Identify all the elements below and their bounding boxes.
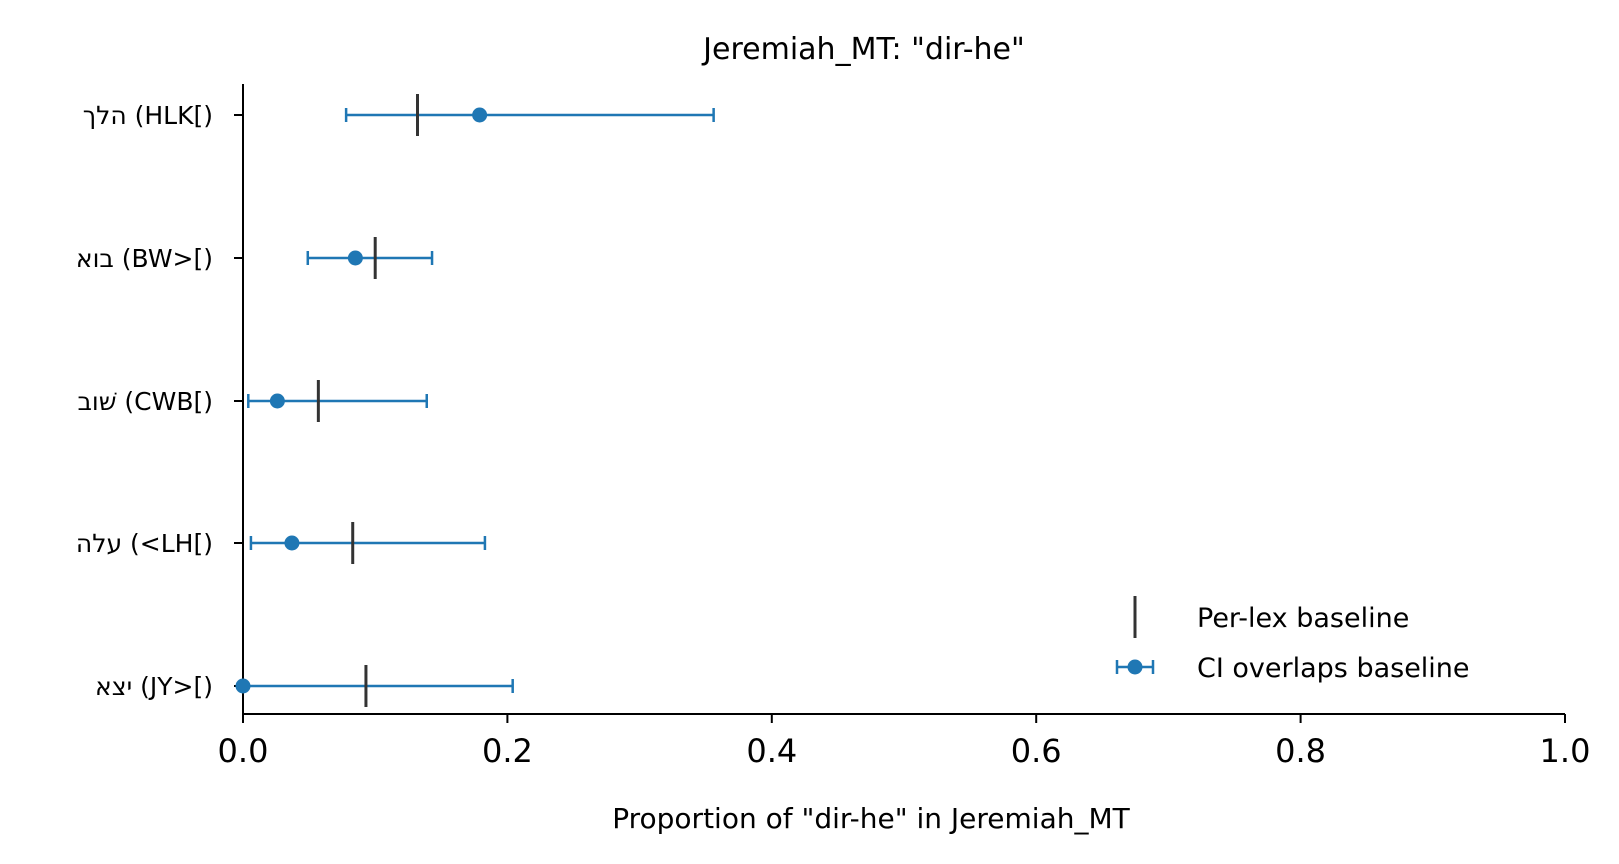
x-tick-label: 0.6 bbox=[1011, 732, 1062, 770]
x-tick-label: 0.4 bbox=[746, 732, 797, 770]
y-tick-label: ‪הלך (HLK[)‬ bbox=[83, 101, 213, 130]
legend-baseline-label: Per-lex baseline bbox=[1197, 603, 1409, 634]
x-axis-label: Proportion of "dir-he" in Jeremiah_MT bbox=[612, 802, 1130, 835]
x-tick-label: 0.8 bbox=[1275, 732, 1326, 770]
legend-ci-point bbox=[1127, 659, 1143, 675]
estimate-point bbox=[235, 678, 251, 694]
chart-title: Jeremiah_MT: "dir-he" bbox=[701, 32, 1025, 67]
estimate-point bbox=[269, 393, 285, 409]
y-tick-label: ‪יצא (JY>[)‬ bbox=[95, 672, 213, 701]
legend: Per-lex baseline CI overlaps baseline bbox=[1115, 596, 1470, 684]
estimate-point bbox=[472, 107, 488, 123]
y-tick-label: ‪עלה (<LH[)‬ bbox=[76, 529, 213, 558]
x-tick-label: 0.2 bbox=[482, 732, 533, 770]
y-tick-label: ‪בוא (BW>[)‬ bbox=[76, 244, 213, 273]
plot-area bbox=[235, 94, 715, 707]
estimate-point bbox=[347, 250, 363, 266]
x-tick-label: 1.0 bbox=[1540, 732, 1591, 770]
estimate-point bbox=[284, 535, 300, 551]
y-tick-label: ‪שׁוב (CWB[)‬ bbox=[77, 387, 213, 416]
x-tick-label: 0.0 bbox=[218, 732, 269, 770]
axes bbox=[242, 84, 1565, 715]
legend-ci-label: CI overlaps baseline bbox=[1197, 653, 1470, 684]
tick-labels: 0.0 0.2 0.4 0.6 0.8 1.0 ‪הלך (HLK[)‬ ‪בוא (BW>[… bbox=[76, 101, 1591, 770]
